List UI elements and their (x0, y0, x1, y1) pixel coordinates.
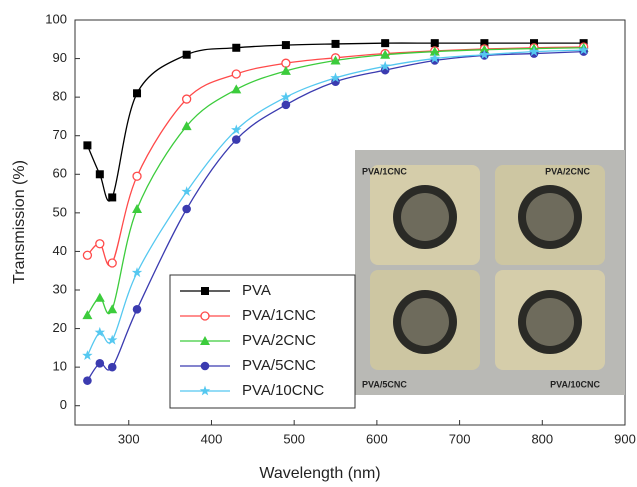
x-tick-label: 600 (366, 431, 388, 446)
marker (282, 41, 290, 49)
marker (182, 205, 191, 214)
seal-inner (401, 298, 449, 346)
marker (232, 135, 241, 144)
x-tick-label: 500 (283, 431, 305, 446)
marker (232, 70, 240, 78)
marker (132, 267, 143, 277)
marker (96, 359, 105, 368)
marker (96, 170, 104, 178)
y-tick-label: 50 (53, 204, 67, 219)
marker (282, 101, 291, 110)
marker (133, 172, 141, 180)
marker (95, 293, 105, 302)
inset-label: PVA/5CNC (362, 379, 407, 389)
x-tick-label: 800 (531, 431, 553, 446)
legend-label: PVA/1CNC (242, 307, 316, 324)
marker (133, 305, 142, 314)
y-tick-label: 90 (53, 50, 67, 65)
inset-label: PVA/2CNC (545, 166, 590, 176)
marker (83, 251, 91, 259)
marker (83, 376, 92, 385)
marker (332, 40, 340, 48)
marker (281, 92, 291, 102)
marker (108, 259, 116, 267)
y-tick-label: 40 (53, 243, 67, 258)
marker (232, 44, 240, 52)
legend-label: PVA/5CNC (242, 357, 316, 374)
y-tick-label: 10 (53, 359, 67, 374)
marker (431, 39, 439, 47)
marker (133, 89, 141, 97)
x-tick-label: 400 (201, 431, 223, 446)
seal-inner (526, 298, 574, 346)
marker (231, 84, 241, 93)
marker (381, 39, 389, 47)
marker (132, 204, 142, 213)
marker (183, 51, 191, 59)
legend-label: PVA/2CNC (242, 332, 316, 349)
marker (82, 350, 92, 360)
legend-marker (201, 287, 209, 295)
marker (108, 193, 116, 201)
y-tick-label: 60 (53, 166, 67, 181)
y-tick-label: 30 (53, 281, 67, 296)
y-tick-label: 0 (60, 397, 67, 412)
y-tick-label: 20 (53, 320, 67, 335)
chart: Wavelength (nm) Transmission (%) 0 10 20 30… (0, 0, 637, 487)
inset-label: PVA/10CNC (550, 379, 600, 389)
y-axis-label: Transmission (%) (11, 160, 28, 284)
seal-inner (526, 193, 574, 241)
marker (96, 240, 104, 248)
inset-label: PVA/1CNC (362, 166, 407, 176)
marker (108, 363, 117, 372)
y-tick-label: 70 (53, 127, 67, 142)
legend-marker (201, 312, 209, 320)
legend-marker (201, 362, 210, 371)
y-tick-label: 100 (45, 11, 67, 26)
marker (183, 95, 191, 103)
y-tick-label: 80 (53, 89, 67, 104)
x-tick-label: 300 (118, 431, 140, 446)
legend-label: PVA (242, 282, 271, 299)
marker (83, 141, 91, 149)
marker (181, 186, 192, 196)
x-tick-label: 900 (614, 431, 636, 446)
inset-photo: PVA/1CNC PVA/2CNC PVA/5CNC PVA/10CNC (355, 150, 625, 395)
x-axis-label: Wavelength (nm) (259, 465, 380, 482)
marker (107, 304, 117, 313)
legend-label: PVA/10CNC (242, 382, 324, 399)
marker (82, 310, 92, 319)
seal-inner (401, 193, 449, 241)
x-tick-label: 700 (449, 431, 471, 446)
